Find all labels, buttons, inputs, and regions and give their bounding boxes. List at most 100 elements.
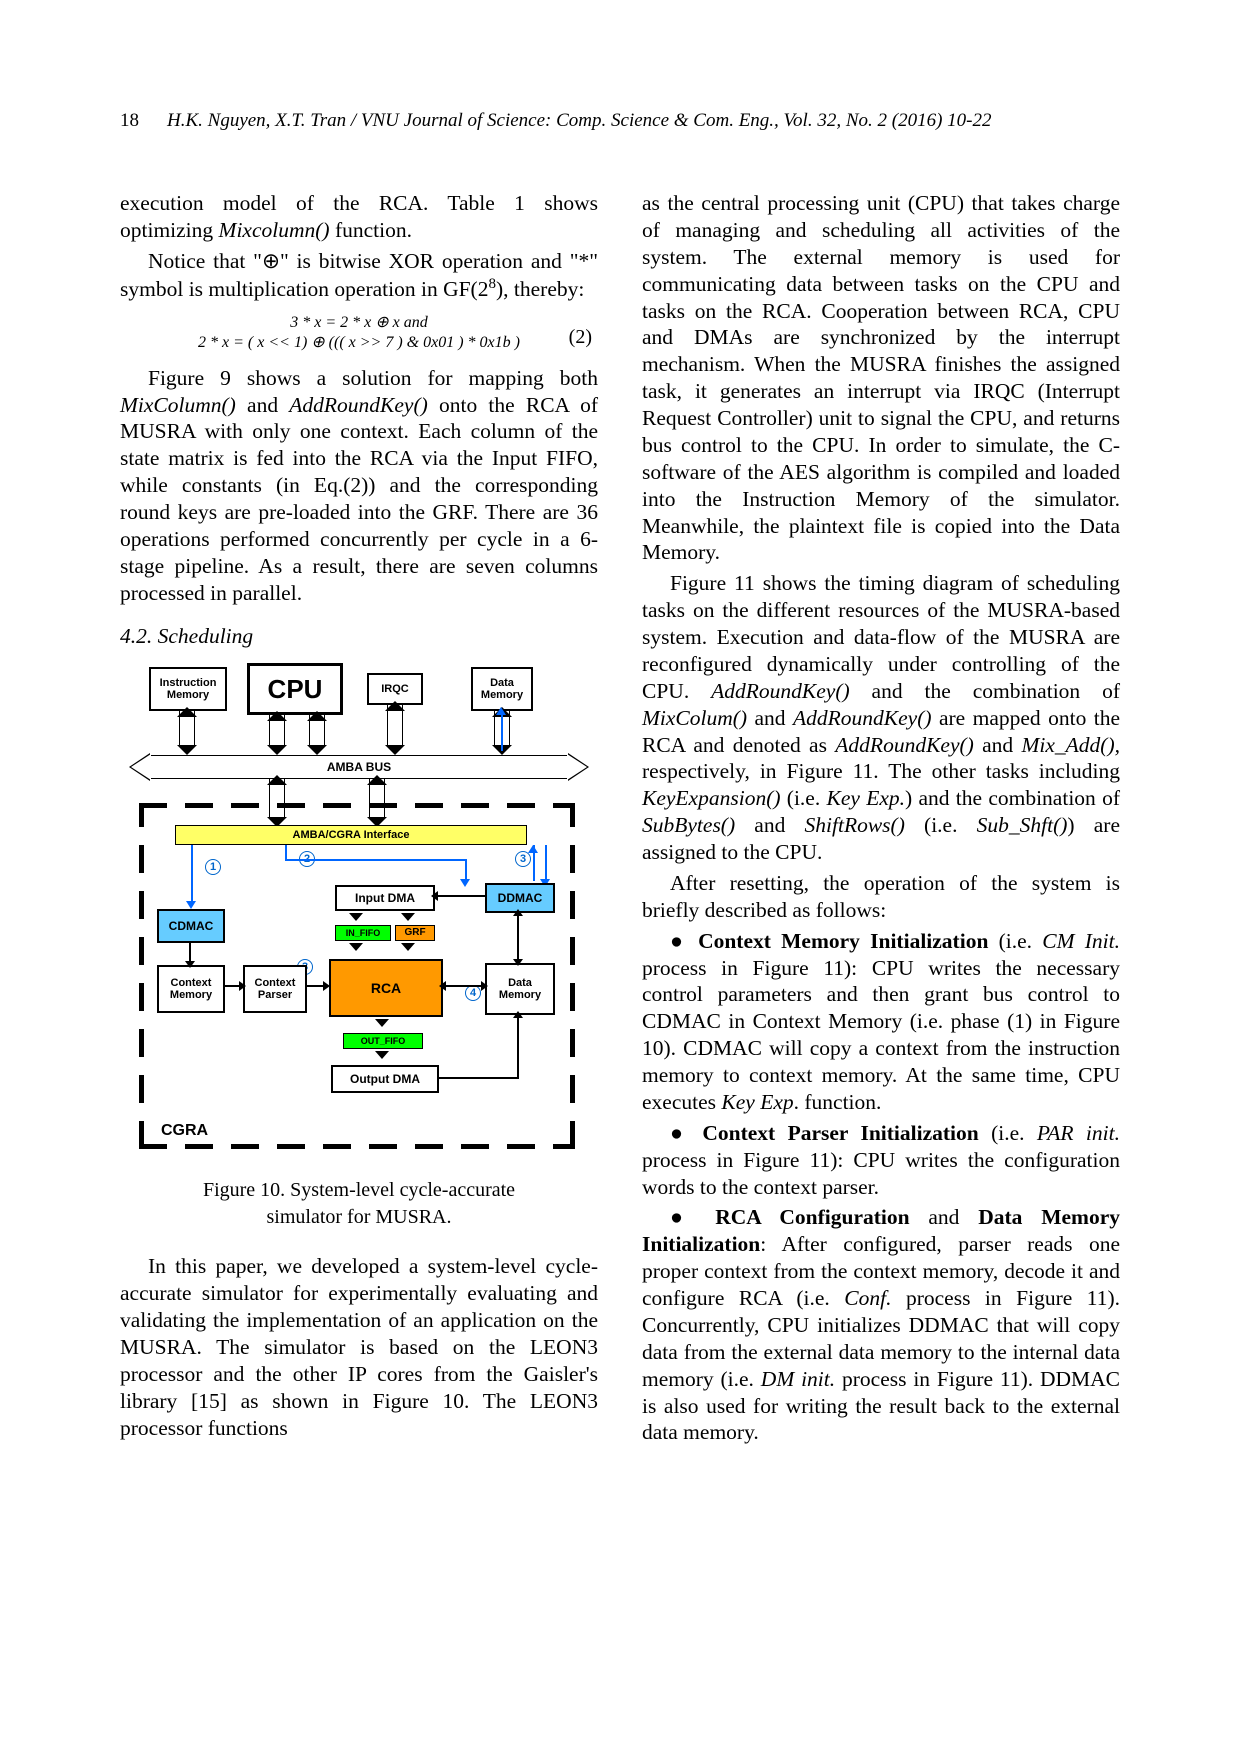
- box-output-dma: Output DMA: [331, 1065, 439, 1093]
- text-italic: CM Init.: [1042, 929, 1120, 953]
- amba-cgra-interface: AMBA/CGRA Interface: [175, 825, 527, 845]
- arrow-down-icon: [401, 913, 415, 921]
- box-context-memory: Context Memory: [157, 965, 225, 1013]
- text: and: [747, 706, 793, 730]
- bullet-cm-init: ● Context Memory Initialization (i.e. CM…: [642, 928, 1120, 1116]
- arrow-up-icon: [267, 775, 287, 785]
- blue-arrow-head: [496, 707, 506, 715]
- text: (i.e.: [905, 813, 977, 837]
- arrow-down-icon: [307, 745, 327, 755]
- blue-arrow-head: [460, 879, 470, 887]
- running-header: 18 H.K. Nguyen, X.T. Tran / VNU Journal o…: [120, 110, 1120, 132]
- page-number: 18: [120, 110, 139, 131]
- arrow-up-icon: [367, 775, 387, 785]
- figure-10: Instruction Memory CPU IRQC Data Memory: [120, 663, 598, 1163]
- eq-line-2: 2 * x = ( x << 1) ⊕ ((( x >> 7 ) & 0x01 …: [120, 333, 598, 353]
- arrow-down-icon: [349, 943, 363, 951]
- arrow-up-icon: [513, 909, 523, 916]
- para-fig9: Figure 9 shows a solution for mapping bo…: [120, 365, 598, 607]
- arrow-down-icon: [375, 1019, 389, 1027]
- header-text: H.K. Nguyen, X.T. Tran / VNU Journal of …: [167, 110, 991, 131]
- text-italic: DM init.: [761, 1367, 835, 1391]
- text-italic: Key Exp.: [827, 786, 906, 810]
- text: ), thereby:: [496, 277, 584, 301]
- text-italic: Key Exp: [721, 1090, 793, 1114]
- arrow-down-icon: [513, 959, 523, 966]
- arrow-left-icon: [431, 891, 438, 901]
- text-italic: Mixcolumn(): [219, 218, 330, 242]
- arrow-up-icon: [385, 701, 405, 711]
- box-rca: RCA: [329, 959, 443, 1017]
- caption-line-1: Figure 10. System-level cycle-accurate: [203, 1179, 515, 1201]
- text-italic: ShiftRows(): [805, 813, 905, 837]
- arrow-left-icon: [439, 981, 446, 991]
- text-bold: Context Parser Initialization: [702, 1121, 978, 1145]
- bullet-icon: ●: [670, 1205, 715, 1229]
- text: (i.e.: [988, 929, 1042, 953]
- text: and: [910, 1205, 979, 1229]
- text: and: [735, 813, 804, 837]
- box-cpu: CPU: [247, 663, 343, 715]
- arrow-down-icon: [375, 1051, 389, 1059]
- blue-arrow: [545, 845, 547, 881]
- figure-10-caption: Figure 10. System-level cycle-accurate s…: [120, 1177, 598, 1231]
- text: and the combination of: [850, 679, 1120, 703]
- bullet-icon: ●: [670, 1121, 702, 1145]
- two-column-layout: execution model of the RCA. Table 1 show…: [120, 190, 1120, 1450]
- dash-bot: [139, 1144, 575, 1149]
- blue-arrow: [285, 845, 287, 859]
- arrow-down-icon: [401, 943, 415, 951]
- text: After resetting, the operation of the sy…: [642, 871, 1120, 922]
- text-italic: SubBytes(): [642, 813, 735, 837]
- box-in-fifo: IN_FIFO: [335, 925, 391, 941]
- para-exec-model: execution model of the RCA. Table 1 show…: [120, 190, 598, 244]
- arrow-right-icon: [481, 981, 488, 991]
- text-italic: Mix_Add(),: [1021, 733, 1120, 757]
- text-bold: Context Memory Initialization: [698, 929, 988, 953]
- box-cdmac: CDMAC: [157, 909, 225, 943]
- arrow-up-icon: [513, 1011, 523, 1018]
- text-italic: MixColum(): [642, 706, 747, 730]
- text: as the central processing unit (CPU) tha…: [642, 191, 1120, 564]
- text: and: [974, 733, 1022, 757]
- bullet-par-init: ● Context Parser Initialization (i.e. PA…: [642, 1120, 1120, 1201]
- connector: [435, 895, 485, 897]
- text-italic: MixColumn(): [120, 393, 236, 417]
- box-grf: GRF: [395, 925, 435, 941]
- equation-2: 3 * x = 2 * x ⊕ x and 2 * x = ( x << 1) …: [120, 313, 598, 353]
- arrow-down-icon: [177, 745, 197, 755]
- box-context-parser: Context Parser: [243, 965, 307, 1013]
- text: process in Figure 11): CPU writes the co…: [642, 1148, 1120, 1199]
- arrow-up-icon: [177, 707, 197, 717]
- arrow-right-icon: [239, 981, 246, 991]
- para-simulator: In this paper, we developed a system-lev…: [120, 1253, 598, 1441]
- blue-arrow-irqc: [501, 711, 503, 751]
- para-after-reset: After resetting, the operation of the sy…: [642, 870, 1120, 924]
- para-notice: Notice that "⊕" is bitwise XOR operation…: [120, 248, 598, 303]
- text-italic: AddRoundKey(): [835, 733, 974, 757]
- blue-arrow-head: [186, 901, 196, 909]
- box-instruction-memory: Instruction Memory: [149, 667, 227, 711]
- text: (i.e.: [979, 1121, 1037, 1145]
- section-4-2: 4.2. Scheduling: [120, 623, 598, 650]
- text: (i.e.: [781, 786, 827, 810]
- text: and: [236, 393, 289, 417]
- para-cpu: as the central processing unit (CPU) tha…: [642, 190, 1120, 566]
- bus-arrow-right-fill: [567, 754, 587, 780]
- connector: [443, 985, 485, 987]
- arrow-down-icon: [185, 961, 195, 968]
- text: In this paper, we developed a system-lev…: [120, 1254, 598, 1439]
- dash-left: [139, 803, 144, 1149]
- bus-arrow-left-fill: [131, 754, 151, 780]
- text-italic: AddRoundKey(): [711, 679, 850, 703]
- dash-right: [570, 803, 575, 1149]
- text: respectively, in Figure 11. The other ta…: [642, 759, 1120, 783]
- bullet-rca-dm: ● RCA Configuration and Data Memory Init…: [642, 1204, 1120, 1446]
- eq-number: (2): [569, 325, 592, 350]
- box-data-memory-top: Data Memory: [471, 667, 533, 711]
- connector: [387, 705, 403, 747]
- arrow-up-icon: [307, 711, 327, 721]
- text-italic: PAR init.: [1037, 1121, 1120, 1145]
- box-data-memory-right: Data Memory: [485, 963, 555, 1015]
- para-fig11: Figure 11 shows the timing diagram of sc…: [642, 570, 1120, 866]
